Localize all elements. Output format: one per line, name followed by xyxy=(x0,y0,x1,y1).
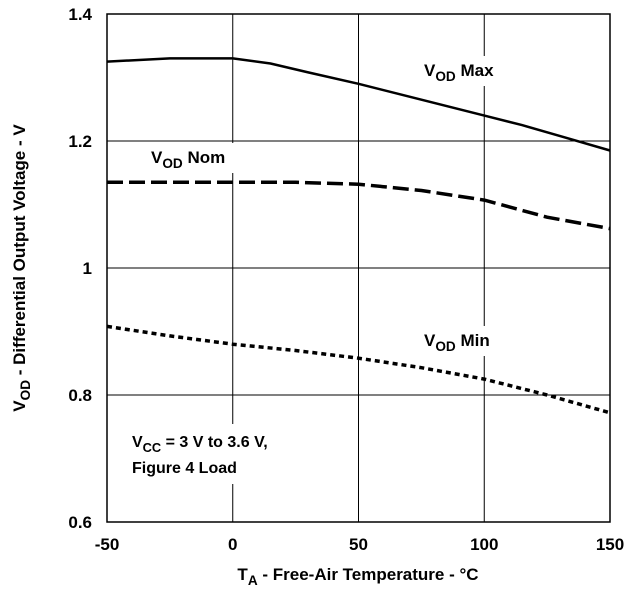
series-label-bg xyxy=(418,56,512,86)
x-axis-title: TA - Free-Air Temperature - °C xyxy=(237,565,478,587)
series-line-vod-max xyxy=(106,57,611,152)
series-label: VOD Nom xyxy=(151,148,225,171)
y-tick-label: 1.2 xyxy=(68,132,92,151)
x-tick-label: 100 xyxy=(470,535,498,554)
y-tick-label: 1.4 xyxy=(68,5,92,24)
series-label: VOD Max xyxy=(424,61,494,84)
x-tick-label: 150 xyxy=(596,535,624,554)
x-tick-label: -50 xyxy=(95,535,120,554)
annotation-load: Figure 4 Load xyxy=(132,460,237,477)
y-tick-label: 0.6 xyxy=(68,513,92,532)
y-axis-title: VOD - Differential Output Voltage - V xyxy=(10,124,33,412)
y-tick-label: 0.8 xyxy=(68,386,92,405)
series-label: VOD Min xyxy=(424,331,490,354)
series-line-vod-min xyxy=(106,324,611,415)
x-tick-label: 50 xyxy=(349,535,368,554)
series-label-bg xyxy=(145,143,239,173)
plot-border xyxy=(106,13,611,523)
series-lines xyxy=(106,57,611,415)
annotation-vcc: VCC = 3 V to 3.6 V, xyxy=(132,434,268,455)
series-line-vod-nom xyxy=(107,180,611,231)
annotation-bg xyxy=(122,424,308,484)
series-label-bg xyxy=(418,326,512,356)
y-tick-label: 1 xyxy=(83,259,92,278)
labels: -50 0 50 100 150 0.6 0.8 1 1.2 1.4 TA - Free-Air T… xyxy=(10,5,624,588)
plot-frame xyxy=(106,13,611,523)
x-tick-label: 0 xyxy=(228,535,237,554)
